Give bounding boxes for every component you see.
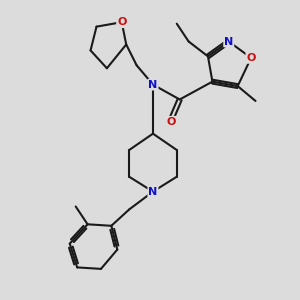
Text: N: N	[148, 80, 158, 90]
Text: O: O	[117, 17, 127, 27]
Text: O: O	[166, 117, 176, 127]
Text: N: N	[148, 187, 158, 196]
Text: O: O	[246, 53, 256, 63]
Text: N: N	[224, 37, 233, 46]
